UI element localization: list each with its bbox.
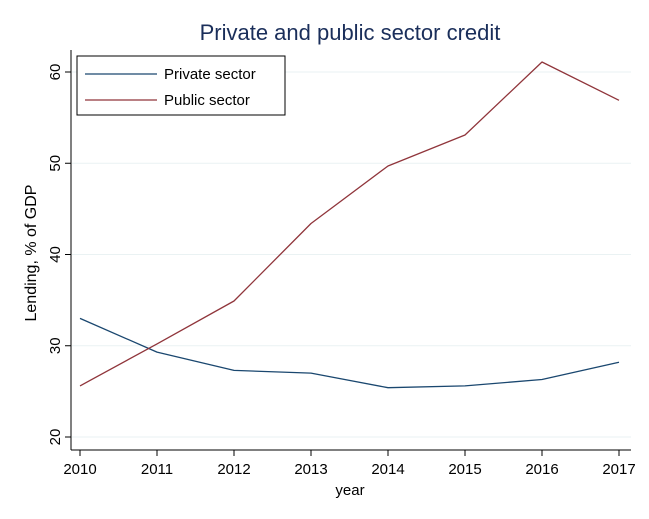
y-tick-label: 60 (47, 64, 64, 81)
legend-label-private-sector: Private sector (164, 66, 256, 83)
chart-container: Private and public sector credit 20 30 40 5… (0, 0, 649, 519)
y-tick-label: 50 (47, 155, 64, 172)
chart-title: Private and public sector credit (200, 20, 501, 45)
x-tick-label: 2013 (294, 461, 327, 478)
gridlines (72, 72, 631, 437)
y-axis-ticks: 20 30 40 50 60 (47, 64, 71, 446)
x-axis-label: year (335, 482, 364, 499)
x-tick-label: 2017 (602, 461, 635, 478)
x-tick-label: 2015 (448, 461, 481, 478)
x-axis-ticks: 2010 2011 2012 2013 2014 2015 2016 2017 (63, 450, 635, 478)
y-tick-label: 40 (47, 246, 64, 263)
legend-label-public-sector: Public sector (164, 92, 250, 109)
legend: Private sector Public sector (77, 56, 285, 115)
y-tick-label: 20 (47, 429, 64, 446)
x-tick-label: 2010 (63, 461, 96, 478)
y-axis-label: Lending, % of GDP (23, 185, 40, 322)
private-sector-line (80, 318, 619, 387)
y-tick-label: 30 (47, 337, 64, 354)
line-chart: Private and public sector credit 20 30 40 5… (0, 0, 649, 519)
x-tick-label: 2012 (217, 461, 250, 478)
x-tick-label: 2016 (525, 461, 558, 478)
x-tick-label: 2014 (371, 461, 404, 478)
x-tick-label: 2011 (141, 461, 173, 478)
